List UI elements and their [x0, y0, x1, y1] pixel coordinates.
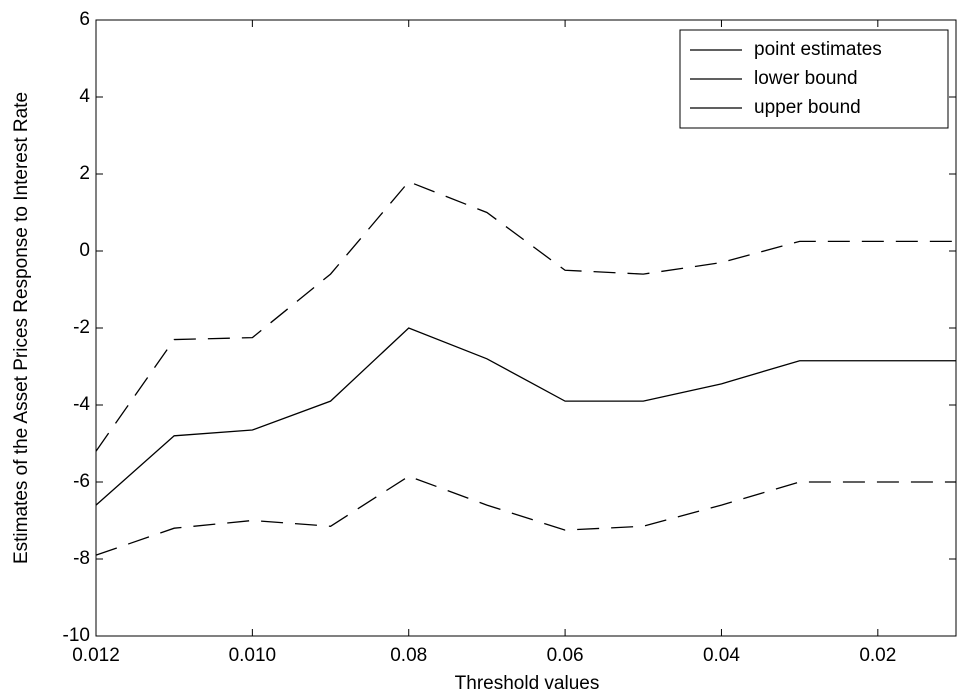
series-line [95, 327, 956, 506]
series-line [95, 180, 956, 452]
y-tick-label: -6 [73, 471, 90, 492]
x-tick-label: 0.010 [229, 645, 277, 666]
y-tick-label: 0 [79, 240, 90, 261]
y-tick-label: -8 [73, 548, 90, 569]
x-tick-label: 0.012 [72, 645, 120, 666]
x-tick-label: 0.04 [703, 645, 740, 666]
y-tick-label: -2 [73, 317, 90, 338]
x-axis-label: Threshold values [455, 673, 600, 694]
legend-label: upper bound [754, 97, 861, 118]
series-line [95, 475, 956, 556]
y-tick-label: 2 [79, 163, 90, 184]
x-tick-label: 0.06 [547, 645, 584, 666]
y-tick-label: -4 [73, 394, 90, 415]
legend-label: point estimates [754, 39, 882, 60]
y-axis-label: Estimates of the Asset Prices Response t… [11, 92, 32, 564]
y-tick-label: -10 [63, 625, 90, 646]
y-tick-label: 6 [79, 9, 90, 30]
x-tick-label: 0.02 [859, 645, 896, 666]
y-tick-label: 4 [79, 86, 90, 107]
legend-label: lower bound [754, 68, 858, 89]
x-tick-label: 0.08 [390, 645, 427, 666]
